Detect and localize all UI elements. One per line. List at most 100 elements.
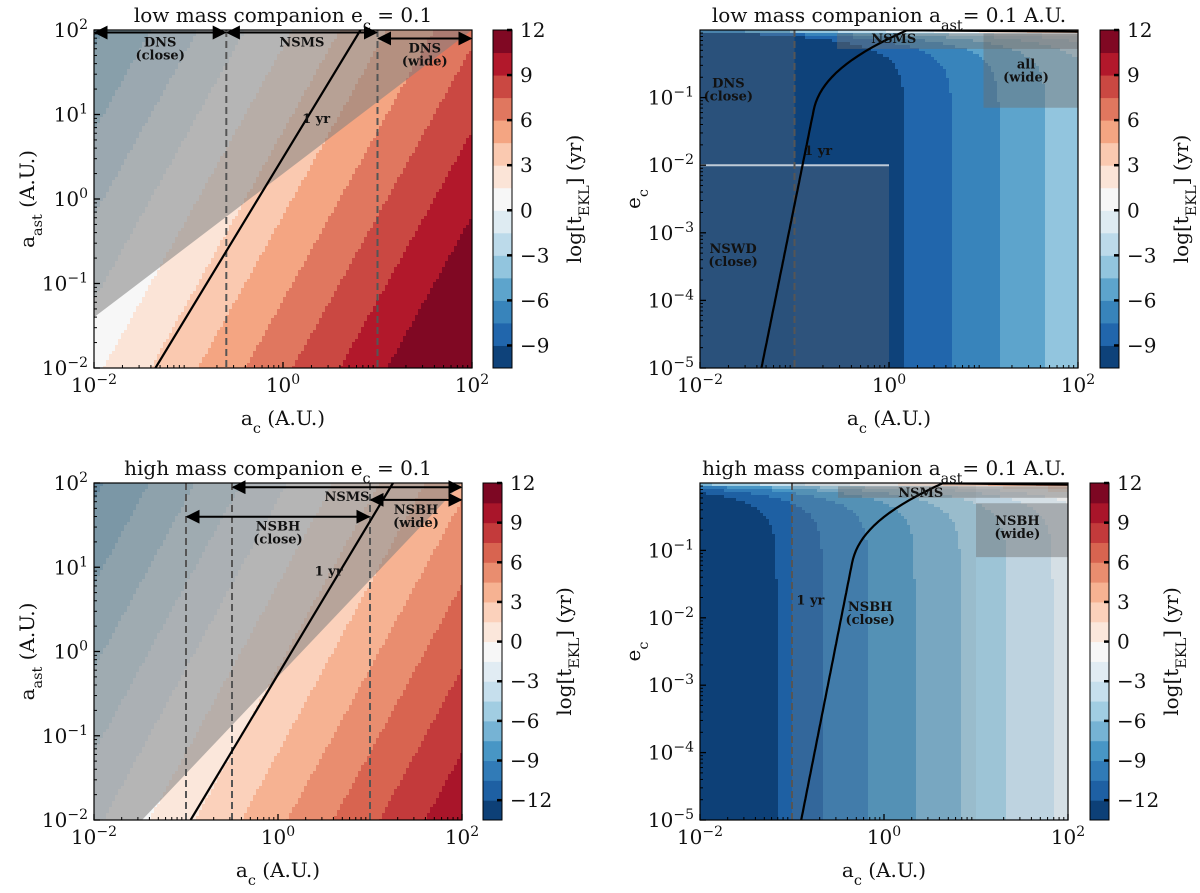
contour-cell — [394, 120, 398, 124]
contour-cell — [403, 99, 407, 103]
contour-cell — [424, 87, 428, 91]
contour-cell — [370, 129, 374, 133]
contour-cell — [460, 96, 464, 100]
contour-cell — [397, 129, 401, 133]
contour-cell — [346, 138, 350, 142]
contour-cell — [466, 111, 470, 115]
contour-cell — [460, 129, 464, 133]
contour-cell — [448, 63, 452, 67]
contour-cell — [382, 132, 386, 136]
contour-cell — [466, 90, 470, 94]
contour-cell — [433, 72, 437, 76]
contour-cell — [469, 75, 472, 79]
contour-cell — [406, 78, 410, 82]
contour-cell — [397, 96, 401, 100]
contour-cell — [463, 108, 467, 112]
contour-cell — [358, 144, 362, 148]
contour-cell — [406, 84, 410, 88]
contour-cell — [334, 141, 338, 145]
contour-cell — [463, 123, 467, 127]
contour-cell — [451, 63, 455, 67]
contour-cell — [424, 117, 428, 121]
contour-cell — [388, 120, 392, 124]
contour-cell — [424, 126, 428, 130]
contour-cell — [427, 144, 431, 148]
contour-cell — [409, 90, 413, 94]
contour-cell — [415, 129, 419, 133]
contour-cell — [454, 72, 458, 76]
contour-cell — [367, 135, 371, 139]
contour-cell — [421, 108, 425, 112]
contour-cell — [412, 132, 416, 136]
contour-cell — [415, 99, 419, 103]
contour-cell — [379, 117, 383, 121]
contour-cell — [466, 78, 470, 82]
contour-cell — [388, 105, 392, 109]
contour-cell — [385, 111, 389, 115]
contour-cell — [421, 135, 425, 139]
contour-cell — [421, 90, 425, 94]
contour-cell — [463, 48, 467, 52]
contour-cell — [397, 123, 401, 127]
contour-cell — [406, 144, 410, 148]
contour-cell — [454, 138, 458, 142]
contour-cell — [469, 54, 472, 58]
contour-cell — [457, 54, 461, 58]
contour-cell — [466, 48, 470, 52]
contour-cell — [370, 123, 374, 127]
contour-cell — [391, 132, 395, 136]
contour-cell — [325, 144, 329, 148]
contour-cell — [469, 120, 472, 124]
contour-cell — [370, 126, 374, 130]
contour-cell — [403, 108, 407, 112]
contour-cell — [364, 111, 368, 115]
contour-cell — [361, 129, 365, 133]
contour-cell — [436, 132, 440, 136]
contour-cell — [421, 66, 425, 70]
contour-cell — [454, 105, 458, 109]
contour-cell — [460, 48, 464, 52]
contour-cell — [469, 51, 472, 55]
contour-cell — [451, 108, 455, 112]
contour-cell — [469, 90, 472, 94]
contour-cell — [460, 93, 464, 97]
contour-cell — [469, 111, 472, 115]
contour-cell — [409, 108, 413, 112]
contour-cell — [463, 102, 467, 106]
contour-cell — [340, 135, 344, 139]
contour-cell — [463, 81, 467, 85]
contour-cell — [406, 87, 410, 91]
contour-cell — [355, 144, 359, 148]
contour-cell — [412, 102, 416, 106]
contour-cell — [439, 84, 443, 88]
contour-cell — [388, 129, 392, 133]
contour-cell — [445, 114, 449, 118]
contour-cell — [394, 123, 398, 127]
contour-cell — [364, 114, 368, 118]
contour-cell — [457, 81, 461, 85]
contour-cell — [400, 99, 404, 103]
contour-cell — [412, 96, 416, 100]
contour-cell — [466, 66, 470, 70]
contour-cell — [454, 51, 458, 55]
contour-cell — [436, 81, 440, 85]
contour-cell — [430, 72, 434, 76]
contour-cell — [427, 102, 431, 106]
contour-cell — [469, 114, 472, 118]
contour-cell — [397, 120, 401, 124]
contour-cell — [415, 72, 419, 76]
contour-cell — [439, 69, 443, 73]
contour-cell — [463, 69, 467, 73]
contour-cell — [388, 144, 392, 148]
contour-cell — [460, 132, 464, 136]
contour-cell — [433, 66, 437, 70]
contour-cell — [358, 114, 362, 118]
contour-cell — [406, 111, 410, 115]
contour-cell — [394, 93, 398, 97]
contour-cell — [394, 144, 398, 148]
contour-cell — [442, 123, 446, 127]
contour-cell — [424, 120, 428, 124]
contour-cell — [439, 132, 443, 136]
contour-cell — [379, 123, 383, 127]
contour-cell — [463, 51, 467, 55]
